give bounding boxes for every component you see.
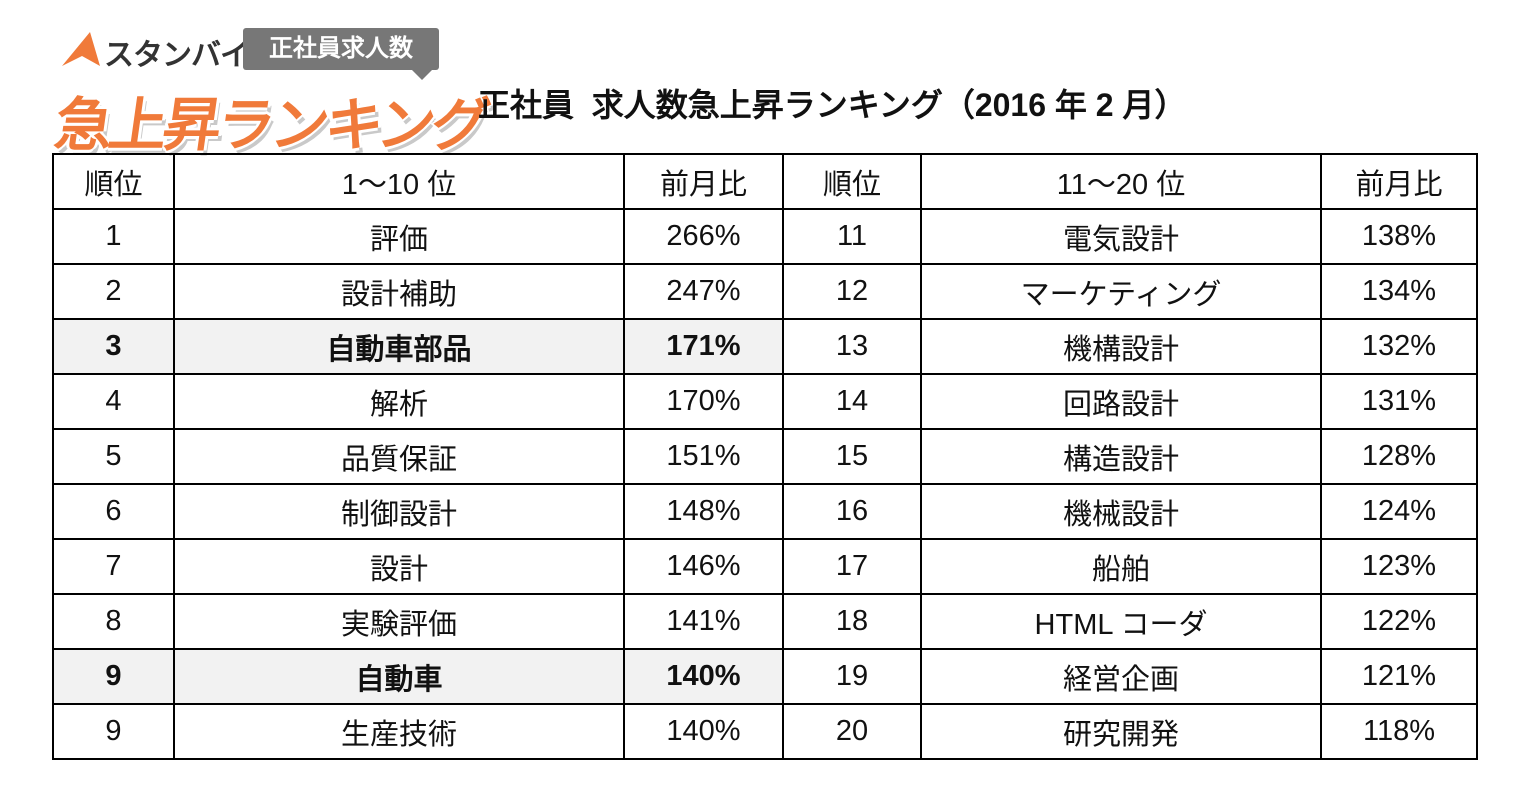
column-header: 順位: [52, 153, 175, 210]
table-cell: 制御設計: [173, 483, 625, 540]
table-cell: 138%: [1320, 208, 1478, 265]
table-row: 9 自動車 140% 19 経営企画 121%: [52, 648, 1478, 705]
table-cell: 3: [52, 318, 175, 375]
table-cell: 2: [52, 263, 175, 320]
table-cell: 20: [782, 703, 922, 760]
table-cell: 船舶: [920, 538, 1322, 595]
table-cell: 8: [52, 593, 175, 650]
table-cell: 151%: [623, 428, 784, 485]
table-cell: 評価: [173, 208, 625, 265]
table-cell: 設計補助: [173, 263, 625, 320]
table-cell: 122%: [1320, 593, 1478, 650]
table-cell: 121%: [1320, 648, 1478, 705]
table-cell: 品質保証: [173, 428, 625, 485]
table-cell: 生産技術: [173, 703, 625, 760]
table-cell: 18: [782, 593, 922, 650]
table-cell: 16: [782, 483, 922, 540]
table-cell: 6: [52, 483, 175, 540]
table-row: 9 生産技術 140% 20 研究開発 118%: [52, 703, 1478, 760]
table-cell: 7: [52, 538, 175, 595]
table-cell: 実験評価: [173, 593, 625, 650]
table-cell: 123%: [1320, 538, 1478, 595]
table-cell: 研究開発: [920, 703, 1322, 760]
table-cell: 17: [782, 538, 922, 595]
title: 正社員 求人数急上昇ランキング（2016 年 2 月）: [478, 87, 1187, 123]
column-header: 1〜10 位: [173, 153, 625, 210]
table-cell: 回路設計: [920, 373, 1322, 430]
logo-triangle: [62, 32, 100, 66]
table-cell: 11: [782, 208, 922, 265]
table-cell: 構造設計: [920, 428, 1322, 485]
table-cell: 124%: [1320, 483, 1478, 540]
table-row: 2 設計補助 247% 12 マーケティング 134%: [52, 263, 1478, 320]
table-cell: 128%: [1320, 428, 1478, 485]
table-cell: 13: [782, 318, 922, 375]
table-cell: 140%: [623, 703, 784, 760]
table-cell: 設計: [173, 538, 625, 595]
table-cell: 141%: [623, 593, 784, 650]
table-cell: 266%: [623, 208, 784, 265]
brand-tag: 正社員求人数: [243, 28, 439, 70]
table-row: 6 制御設計 148% 16 機械設計 124%: [52, 483, 1478, 540]
table-cell: 機構設計: [920, 318, 1322, 375]
table-row: 5 品質保証 151% 15 構造設計 128%: [52, 428, 1478, 485]
column-header: 順位: [782, 153, 922, 210]
table-cell: 自動車: [173, 648, 625, 705]
banner: 急上昇ランキング: [50, 93, 491, 158]
table-cell: 機械設計: [920, 483, 1322, 540]
table-cell: 148%: [623, 483, 784, 540]
table-cell: 解析: [173, 373, 625, 430]
tag-tail: [412, 70, 432, 80]
table-row: 1 評価 266% 11 電気設計 138%: [52, 208, 1478, 265]
table-cell: 14: [782, 373, 922, 430]
table-cell: 19: [782, 648, 922, 705]
table-cell: 140%: [623, 648, 784, 705]
table-cell: 12: [782, 263, 922, 320]
table-cell: 146%: [623, 538, 784, 595]
column-header: 前月比: [1320, 153, 1478, 210]
logo-icon: [62, 32, 100, 66]
table-cell: 1: [52, 208, 175, 265]
table-cell: 247%: [623, 263, 784, 320]
table-cell: 9: [52, 703, 175, 760]
table-cell: 15: [782, 428, 922, 485]
table-cell: 電気設計: [920, 208, 1322, 265]
column-header: 前月比: [623, 153, 784, 210]
table-row: 7 設計 146% 17 船舶 123%: [52, 538, 1478, 595]
table-cell: マーケティング: [920, 263, 1322, 320]
column-header: 11〜20 位: [920, 153, 1322, 210]
table-cell: 5: [52, 428, 175, 485]
table-cell: HTML コーダ: [920, 593, 1322, 650]
table-cell: 自動車部品: [173, 318, 625, 375]
table-cell: 171%: [623, 318, 784, 375]
table-row: 4 解析 170% 14 回路設計 131%: [52, 373, 1478, 430]
table-row: 3 自動車部品 171% 13 機構設計 132%: [52, 318, 1478, 375]
table-cell: 118%: [1320, 703, 1478, 760]
table-cell: 131%: [1320, 373, 1478, 430]
ranking-table: 順位 1〜10 位前月比 順位 11〜20 位前月比 1 評価 266% 11 電気設計 138%…: [52, 153, 1478, 760]
table-cell: 9: [52, 648, 175, 705]
table-cell: 170%: [623, 373, 784, 430]
table-cell: 132%: [1320, 318, 1478, 375]
table-row: 8 実験評価 141% 18 HTML コーダ 122%: [52, 593, 1478, 650]
brand: スタンバイ: [104, 39, 250, 72]
table-cell: 経営企画: [920, 648, 1322, 705]
table-cell: 4: [52, 373, 175, 430]
header-row: 順位 1〜10 位前月比 順位 11〜20 位前月比: [52, 153, 1478, 210]
table-cell: 134%: [1320, 263, 1478, 320]
